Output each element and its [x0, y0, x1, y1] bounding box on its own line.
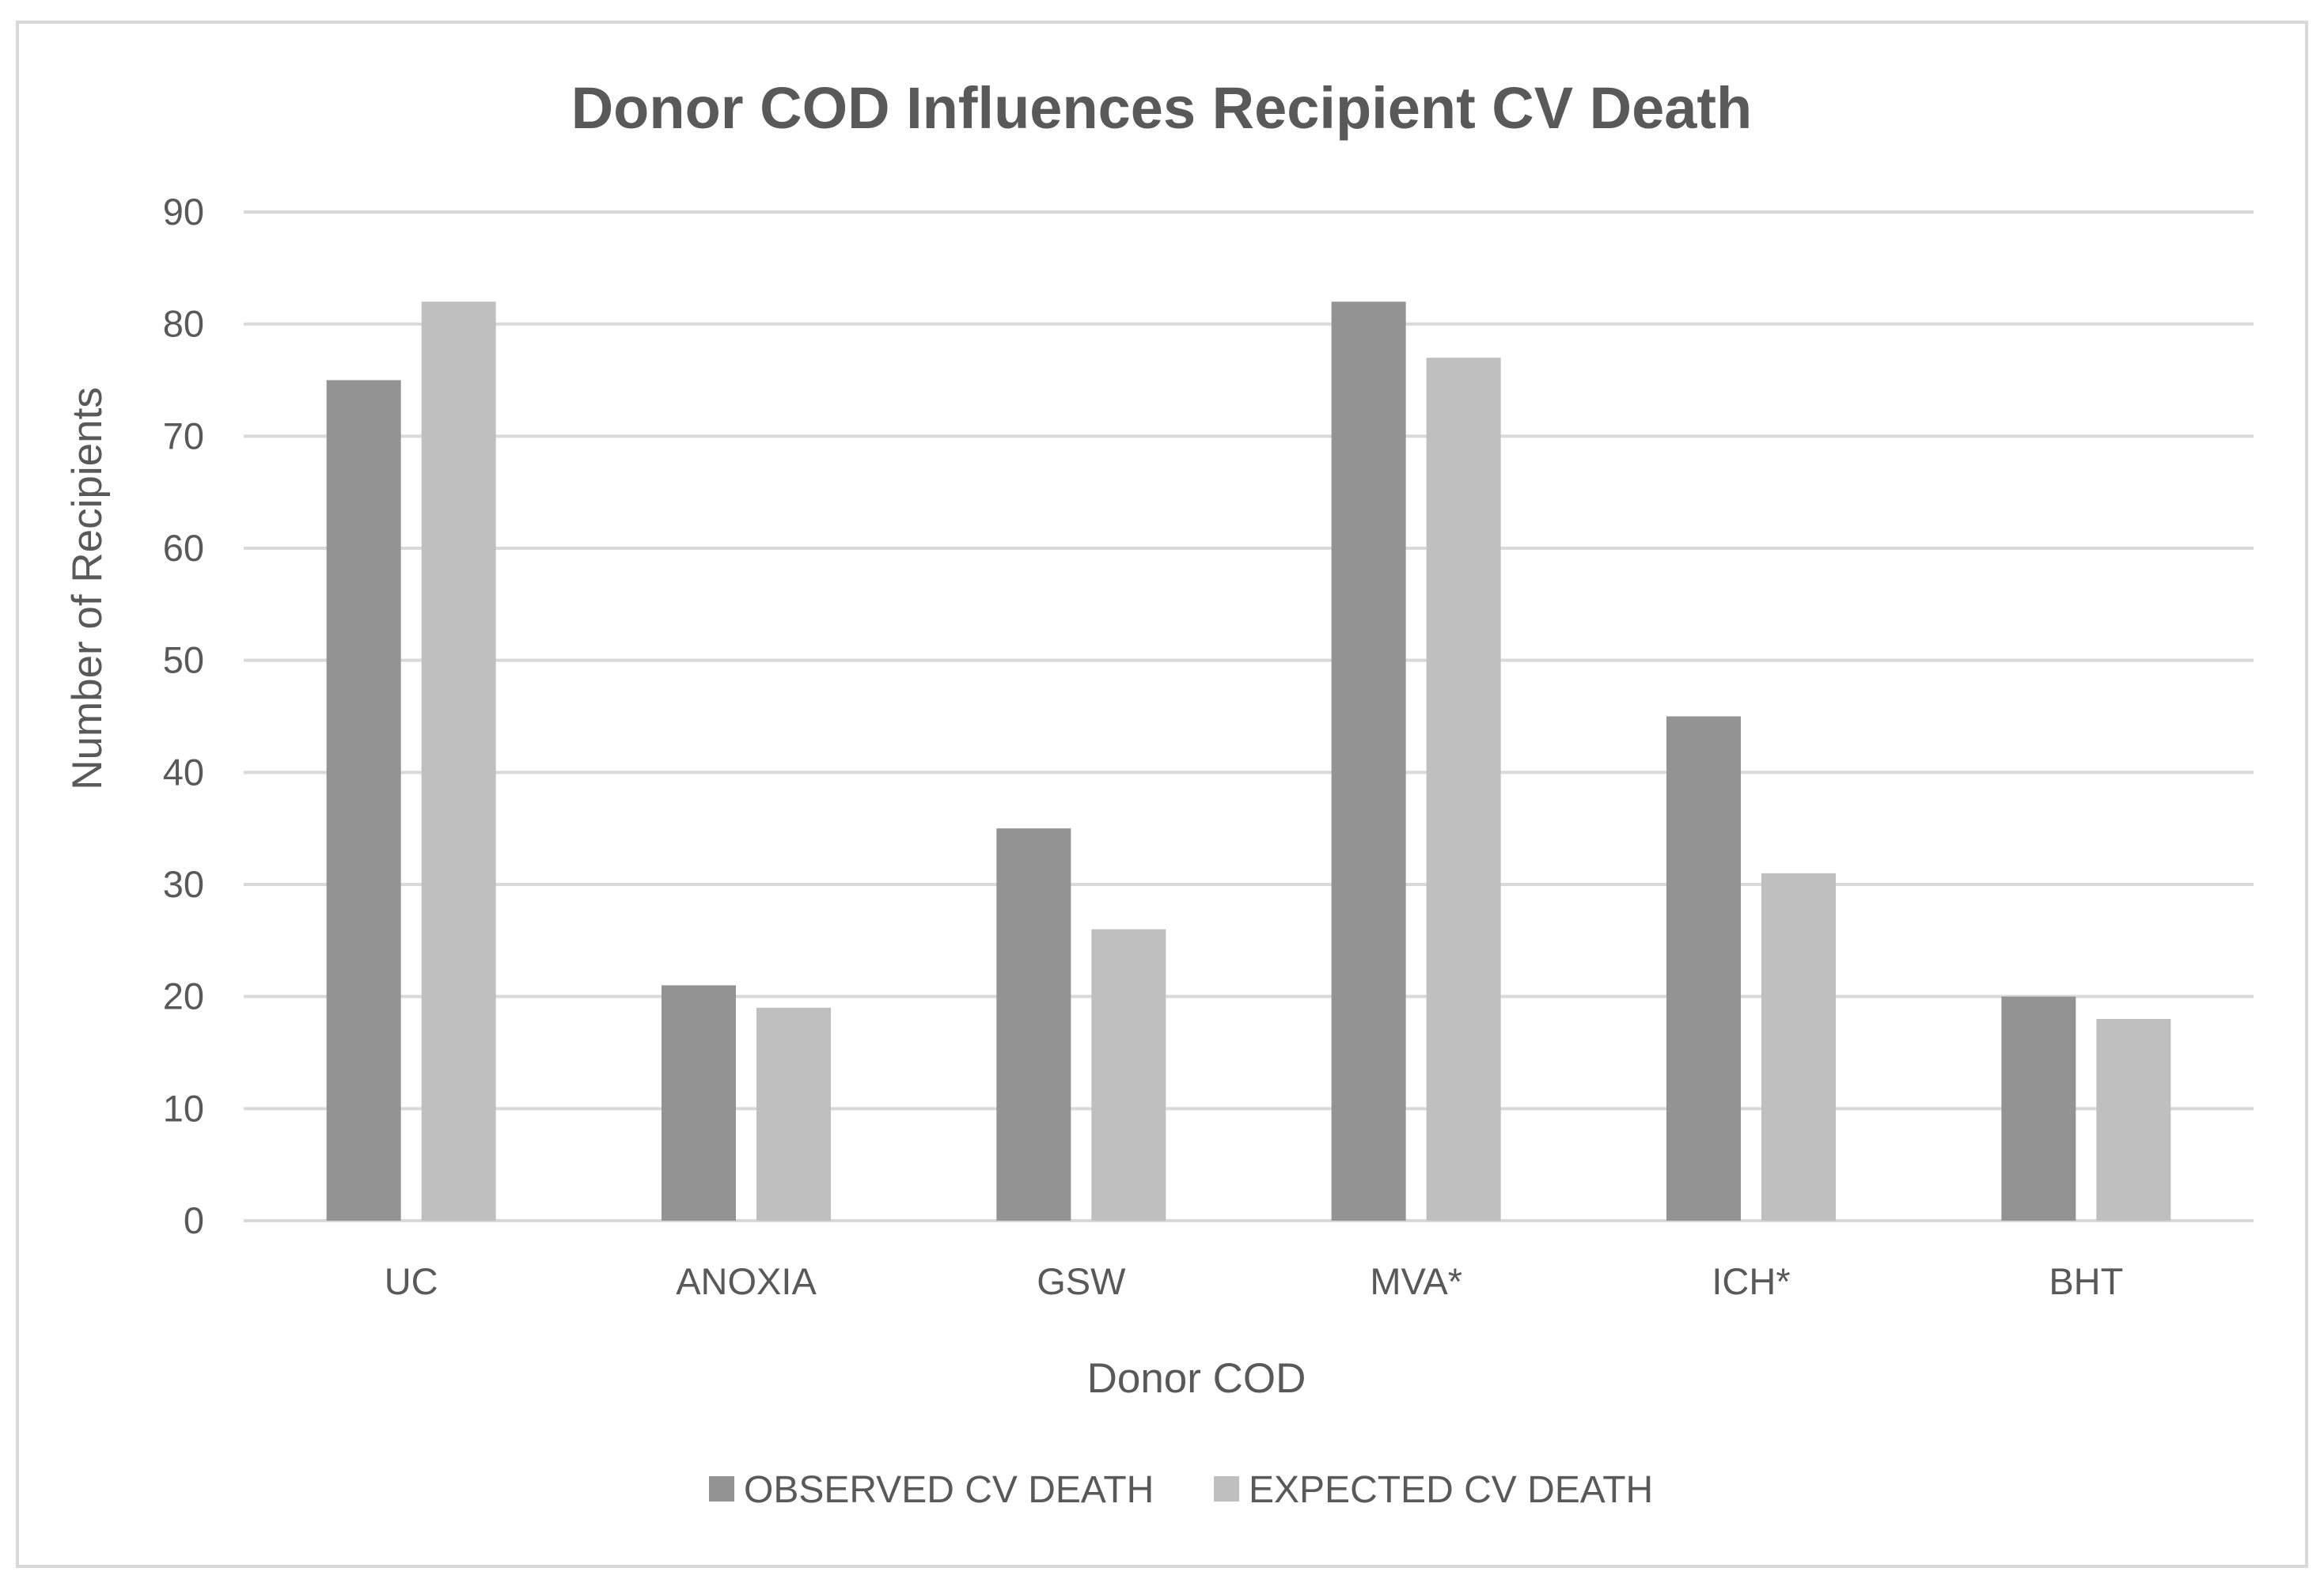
y-tick-label: 90: [163, 191, 204, 233]
x-tick-label: MVA*: [1370, 1260, 1462, 1302]
legend: OBSERVED CV DEATH EXPECTED CV DEATH: [709, 1469, 1653, 1511]
y-tick-label: 10: [163, 1087, 204, 1129]
y-tick-label: 40: [163, 751, 204, 793]
bar-expected-anoxia: [756, 1007, 831, 1221]
bar-expected-uc: [421, 301, 496, 1221]
legend-swatch-expected: [1214, 1476, 1239, 1502]
bar-observed-uc: [326, 380, 401, 1221]
y-tick-label: 50: [163, 639, 204, 681]
bars: [326, 301, 2171, 1221]
x-tick-label: BHT: [2049, 1260, 2123, 1302]
gridlines: [244, 210, 2254, 1222]
x-tick-label: GSW: [1037, 1260, 1126, 1302]
y-tick-label: 20: [163, 975, 204, 1017]
y-tick-label: 0: [184, 1199, 204, 1241]
y-axis-ticks: 0 10 20 30 40 50 60 70 80 90: [163, 191, 204, 1241]
x-tick-label: ANOXIA: [676, 1260, 817, 1302]
bar-expected-mva: [1426, 358, 1501, 1221]
legend-swatch-observed: [709, 1476, 734, 1502]
bar-observed-ich: [1666, 716, 1741, 1221]
y-tick-label: 70: [163, 415, 204, 456]
bar-observed-gsw: [996, 828, 1071, 1221]
x-axis-ticks: UC ANOXIA GSW MVA* ICH* BHT: [385, 1260, 2124, 1302]
bar-expected-bht: [2096, 1019, 2171, 1221]
y-tick-label: 60: [163, 527, 204, 569]
x-tick-label: ICH*: [1712, 1260, 1790, 1302]
legend-label-observed: OBSERVED CV DEATH: [744, 1469, 1154, 1511]
bar-observed-bht: [2001, 996, 2076, 1221]
y-axis-title: Number of Recipients: [64, 387, 111, 790]
legend-label-expected: EXPECTED CV DEATH: [1249, 1469, 1653, 1511]
bar-observed-anoxia: [662, 985, 736, 1221]
y-tick-label: 30: [163, 863, 204, 905]
chart-title: Donor COD Influences Recipient CV Death: [571, 75, 1753, 141]
bar-expected-ich: [1761, 873, 1836, 1221]
y-tick-label: 80: [163, 303, 204, 345]
x-axis-title: Donor COD: [1087, 1355, 1306, 1402]
bar-observed-mva: [1331, 301, 1406, 1221]
bar-expected-gsw: [1091, 929, 1166, 1221]
x-tick-label: UC: [385, 1260, 438, 1302]
